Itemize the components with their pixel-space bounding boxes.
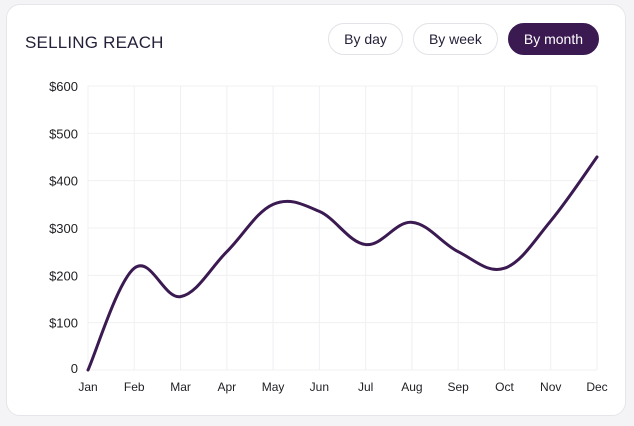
data-point-aug[interactable] (406, 216, 418, 228)
data-point-feb[interactable] (128, 262, 140, 274)
x-axis: Jan Feb Mar Apr May Jun Jul Aug Sep Oct Nov Dec (78, 380, 607, 394)
data-point-sep[interactable] (452, 246, 464, 258)
x-tick-label: Dec (586, 380, 607, 394)
by-day-button[interactable]: By day (328, 23, 403, 55)
data-point-mar[interactable] (175, 291, 187, 303)
data-point-may[interactable] (267, 198, 279, 210)
series-layer (82, 151, 603, 376)
x-tick-label: Jun (310, 380, 329, 394)
data-point-jun[interactable] (313, 205, 325, 217)
x-tick-label: Jul (358, 380, 373, 394)
data-point-jan[interactable] (82, 364, 94, 376)
data-point-oct[interactable] (498, 262, 510, 274)
by-week-button[interactable]: By week (412, 23, 498, 55)
data-point-apr[interactable] (221, 246, 233, 258)
x-tick-label: Apr (217, 380, 236, 394)
x-tick-label: May (262, 380, 285, 394)
period-toggle-group: By day By week By month (328, 23, 599, 55)
y-tick-label: $100 (49, 316, 78, 331)
y-tick-label: $300 (49, 221, 78, 236)
x-tick-label: Aug (401, 380, 422, 394)
y-tick-label: $600 (49, 79, 78, 94)
data-point-nov[interactable] (545, 215, 557, 227)
selling-reach-card: SELLING REACH By day By week By month (6, 4, 626, 416)
data-point-dec[interactable] (591, 151, 603, 163)
x-tick-label: Oct (495, 380, 514, 394)
y-tick-label: $400 (49, 174, 78, 189)
selling-reach-series-line (86, 155, 599, 372)
y-tick-label: $500 (49, 126, 78, 141)
grid (87, 85, 598, 371)
card-title: SELLING REACH (25, 33, 164, 52)
x-tick-label: Jan (78, 380, 97, 394)
by-month-button[interactable]: By month (507, 23, 599, 55)
y-tick-label: 0 (71, 361, 78, 376)
x-tick-label: Sep (448, 380, 470, 394)
x-tick-label: Nov (540, 380, 561, 394)
y-tick-label: $200 (49, 268, 78, 283)
data-point-jul[interactable] (360, 239, 372, 251)
x-tick-label: Mar (170, 380, 191, 394)
x-tick-label: Feb (124, 380, 145, 394)
y-axis: 0 $100 $200 $300 $400 $500 $600 (49, 79, 78, 376)
